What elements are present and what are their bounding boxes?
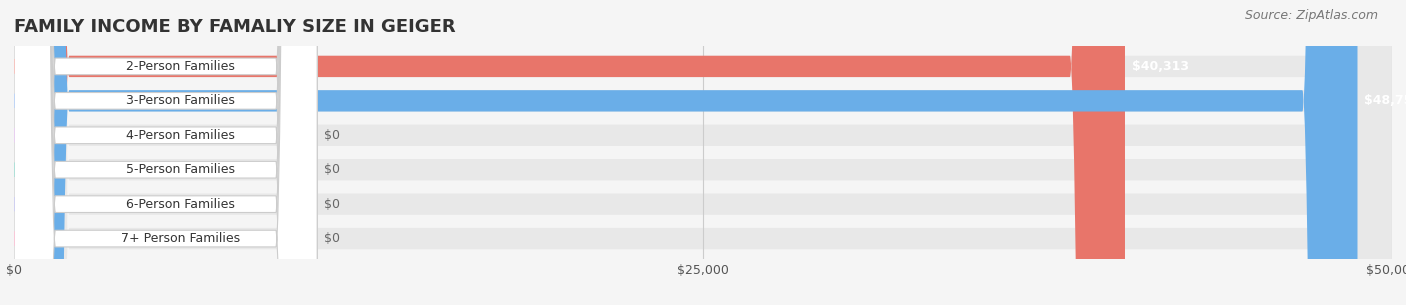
FancyBboxPatch shape [14, 0, 1358, 305]
FancyBboxPatch shape [14, 0, 1392, 305]
FancyBboxPatch shape [14, 0, 318, 305]
Text: $40,313: $40,313 [1132, 60, 1189, 73]
FancyBboxPatch shape [14, 0, 1392, 305]
Text: $0: $0 [325, 163, 340, 176]
Text: 3-Person Families: 3-Person Families [127, 94, 235, 107]
FancyBboxPatch shape [14, 0, 318, 305]
FancyBboxPatch shape [14, 0, 1125, 305]
Text: 7+ Person Families: 7+ Person Families [121, 232, 240, 245]
Text: $0: $0 [325, 198, 340, 211]
Text: $0: $0 [325, 129, 340, 142]
Text: 6-Person Families: 6-Person Families [127, 198, 235, 211]
Text: 2-Person Families: 2-Person Families [127, 60, 235, 73]
Text: $0: $0 [325, 232, 340, 245]
Text: FAMILY INCOME BY FAMALIY SIZE IN GEIGER: FAMILY INCOME BY FAMALIY SIZE IN GEIGER [14, 18, 456, 36]
FancyBboxPatch shape [14, 0, 318, 305]
FancyBboxPatch shape [14, 0, 1392, 305]
Text: $48,750: $48,750 [1364, 94, 1406, 107]
FancyBboxPatch shape [14, 0, 318, 305]
FancyBboxPatch shape [14, 0, 1392, 305]
FancyBboxPatch shape [14, 0, 318, 305]
Text: Source: ZipAtlas.com: Source: ZipAtlas.com [1244, 9, 1378, 22]
FancyBboxPatch shape [14, 0, 1392, 305]
FancyBboxPatch shape [14, 0, 318, 305]
Text: 5-Person Families: 5-Person Families [127, 163, 235, 176]
Text: 4-Person Families: 4-Person Families [127, 129, 235, 142]
FancyBboxPatch shape [14, 0, 1392, 305]
